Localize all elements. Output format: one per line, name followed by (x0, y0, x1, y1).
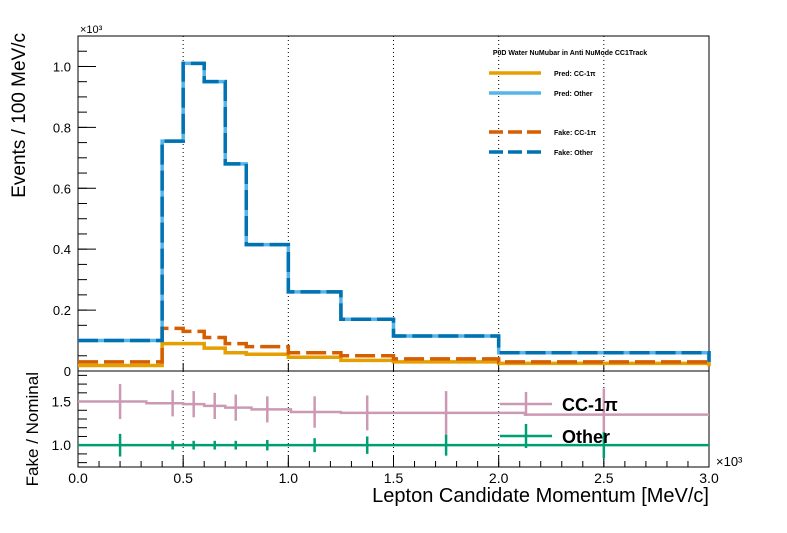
legend-entry: Pred: CC-1π (554, 71, 596, 78)
y-tick-label: 0.8 (53, 120, 71, 135)
x-tick-label: 2.0 (489, 470, 509, 486)
bottom-series (78, 384, 709, 459)
y-tick-label: 1.5 (52, 394, 72, 410)
top-y-label: Events / 100 MeV/c (9, 33, 30, 198)
x-axis-label: Lepton Candidate Momentum [MeV/c] (372, 485, 709, 507)
legend-entry: Fake: CC-1π (554, 130, 597, 137)
legend-entry: Other (562, 427, 610, 447)
top-legend: P0D Water NuMubar in Anti NuMode CC1Trac… (489, 50, 647, 157)
top-y-ticks: 0 0.2 0.4 0.6 0.8 1.0 (53, 35, 96, 379)
series-line (78, 326, 711, 365)
x-tick-label: 1.0 (279, 470, 299, 486)
grid-lines (182, 36, 605, 467)
x-ticks: 0.0 0.5 1.0 1.5 2.0 2.5 3.0 (68, 363, 719, 486)
x-tick-label: 1.5 (384, 470, 404, 486)
legend-title: P0D Water NuMubar in Anti NuMode CC1Trac… (493, 50, 647, 57)
bottom-y-ticks: 1.0 1.5 (52, 374, 96, 464)
ratio-line (78, 400, 709, 416)
legend-entry: CC-1π (562, 395, 618, 415)
y-tick-label: 0.2 (53, 303, 71, 318)
y-tick-label: 1.0 (53, 59, 71, 74)
y-tick-label: 0.4 (53, 242, 71, 257)
x-tick-label: 0.0 (68, 470, 88, 486)
y-tick-label: 1.0 (52, 437, 72, 453)
x-tick-label: 2.5 (594, 470, 614, 486)
legend-entry: Pred: Other (554, 91, 593, 98)
y-tick-label: 0 (64, 364, 71, 379)
series-line (78, 61, 711, 362)
y-tick-label: 0.6 (53, 181, 71, 196)
top-y-exponent: ×10³ (80, 24, 103, 36)
legend-entry: Fake: Other (554, 150, 593, 157)
series-line (78, 341, 711, 368)
bottom-legend: CC-1π Other (500, 392, 618, 448)
x-tick-label: 0.5 (173, 470, 193, 486)
bottom-y-label: Fake / Nominal (23, 372, 42, 486)
x-exponent: ×10³ (716, 454, 743, 469)
top-series (78, 61, 711, 368)
x-tick-label: 3.0 (699, 470, 719, 486)
